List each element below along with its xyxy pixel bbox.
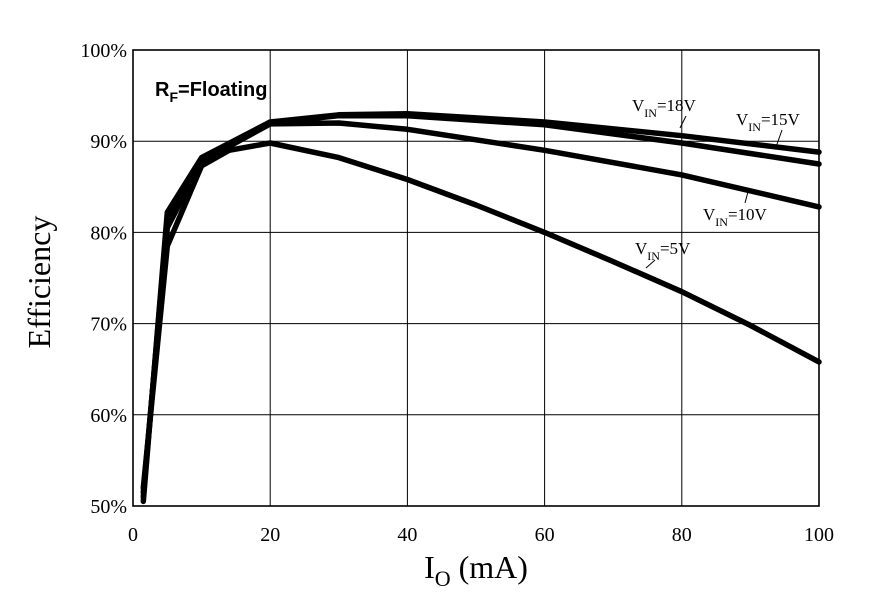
series-label-15v: VIN=15V — [736, 110, 801, 134]
leader-line-10v — [744, 187, 750, 204]
leader-line-5v — [645, 259, 656, 269]
y-tick-label: 70% — [90, 314, 127, 336]
y-tick-label: 60% — [90, 405, 127, 427]
leader-line-18v — [679, 115, 687, 129]
series-label-5v: VIN=5V — [635, 239, 691, 263]
plot-frame — [132, 49, 820, 507]
series-line-1 — [140, 112, 822, 500]
y-tick-label: 50% — [90, 496, 127, 518]
y-axis-title: Efficiency — [21, 216, 57, 349]
series-labels: VIN=18V VIN=15V VIN=10V VIN=5V — [632, 96, 801, 269]
series-line-3 — [140, 140, 822, 491]
x-tick-label: 20 — [260, 524, 280, 546]
series-label-10v: VIN=10V — [703, 205, 768, 229]
leader-line-15v — [775, 129, 783, 148]
annotation-label: RF=Floating — [155, 79, 267, 105]
series-line-2 — [140, 120, 822, 496]
x-tick-label: 0 — [128, 524, 138, 546]
x-axis-title: IO (mA) — [424, 549, 528, 591]
series-label-18v: VIN=18V — [632, 96, 697, 120]
x-tick-label: 40 — [397, 524, 417, 546]
curves — [140, 111, 822, 505]
x-tick-label: 60 — [535, 524, 555, 546]
annotation-rest: =Floating — [178, 79, 267, 101]
y-tick-label: 90% — [90, 131, 127, 153]
y-tick-label: 80% — [90, 222, 127, 244]
annotation-main: R — [155, 79, 170, 101]
x-tick-label: 100 — [804, 524, 834, 546]
y-tick-label: 100% — [80, 40, 127, 62]
annotation-sub: F — [169, 89, 178, 105]
x-tick-label: 80 — [672, 524, 692, 546]
tick-labels: 0 20 40 60 80 100 50% 60% 70% 80% 90% 100% — [80, 40, 834, 546]
